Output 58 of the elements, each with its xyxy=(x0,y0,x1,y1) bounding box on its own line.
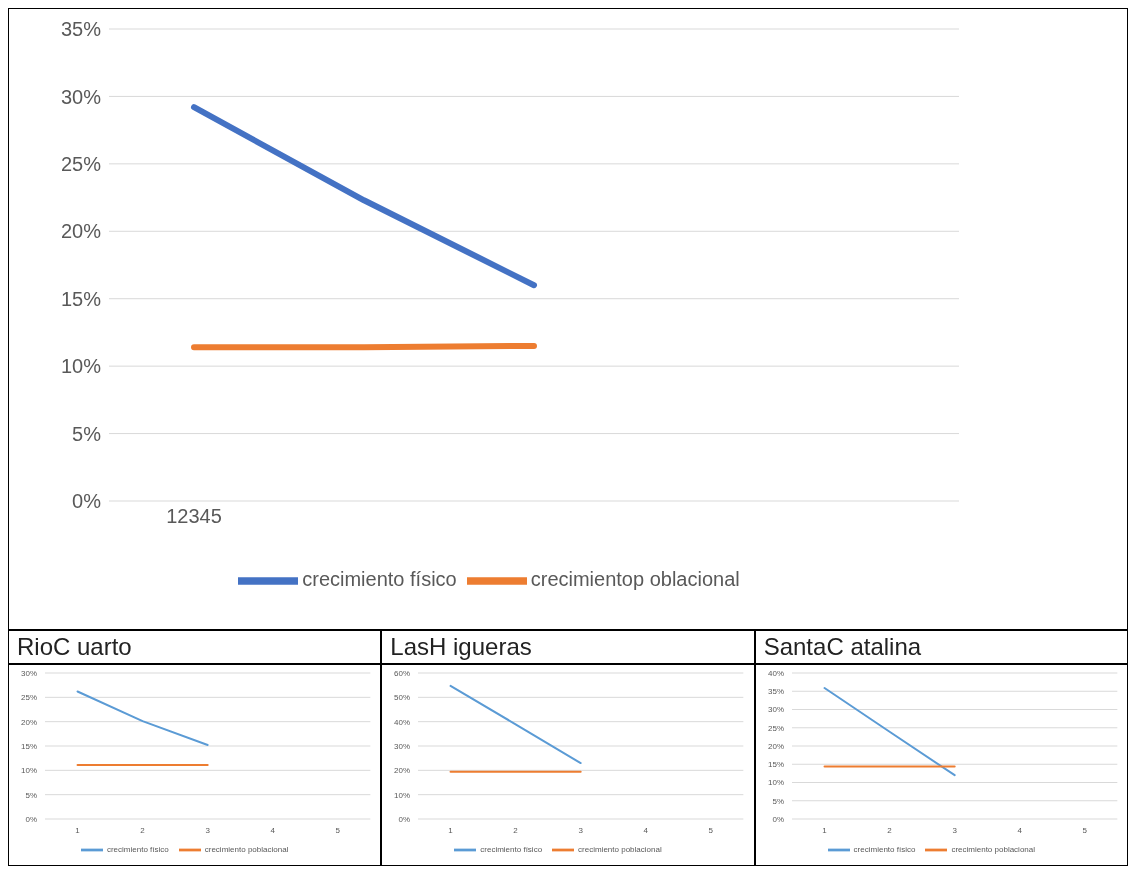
y-tick-label: 10% xyxy=(767,778,784,788)
legend-label: crecimientop oblacional xyxy=(530,568,740,591)
chart-title: RioC uarto xyxy=(9,631,381,665)
y-tick-label: 40% xyxy=(767,668,784,678)
x-tick-label: 4 xyxy=(643,825,649,835)
x-tick-label: 2 xyxy=(887,825,893,835)
y-tick-label: 0% xyxy=(25,814,37,824)
x-tick-label: 4 xyxy=(270,825,276,835)
legend-label: crecimiento poblacional xyxy=(578,845,662,855)
y-tick-label: 0% xyxy=(398,814,411,824)
x-tick-label: 2 xyxy=(513,825,519,835)
y-tick-label: 20% xyxy=(60,220,102,243)
y-tick-label: 30% xyxy=(21,668,37,678)
chart-title: SantaC atalina xyxy=(755,631,1127,665)
y-tick-label: 10% xyxy=(60,355,102,378)
legend-label: crecimiento físico xyxy=(106,845,169,855)
x-tick-label: 4 xyxy=(1017,825,1023,835)
y-tick-label: 5% xyxy=(772,796,784,806)
x-tick-label: 5 xyxy=(708,825,714,835)
y-tick-label: 25% xyxy=(21,693,37,703)
y-tick-label: 10% xyxy=(394,790,411,800)
y-tick-label: 20% xyxy=(21,717,37,727)
y-tick-label: 20% xyxy=(767,741,784,751)
x-tick-label: 3 xyxy=(578,825,584,835)
y-tick-label: 15% xyxy=(21,741,37,751)
y-tick-label: 30% xyxy=(394,741,411,751)
y-tick-label: 10% xyxy=(21,766,37,776)
x-tick-label: 3 xyxy=(205,825,211,835)
y-tick-label: 0% xyxy=(72,490,102,513)
y-tick-label: 5% xyxy=(25,790,37,800)
y-tick-label: 20% xyxy=(394,766,411,776)
y-tick-label: 40% xyxy=(394,717,411,727)
legend-label: crecimiento poblacional xyxy=(204,845,289,855)
x-tick-label: 5 xyxy=(335,825,341,835)
y-tick-label: 50% xyxy=(394,693,411,703)
legend-label: crecimiento físico xyxy=(853,845,916,855)
y-tick-label: 15% xyxy=(767,760,784,770)
y-tick-label: 5% xyxy=(72,422,102,445)
x-tick-label: 2 xyxy=(140,825,146,835)
y-tick-label: 25% xyxy=(767,723,784,733)
legend-label: crecimiento físico xyxy=(480,845,543,855)
x-tick-label: 12345 xyxy=(166,505,222,528)
y-tick-label: 30% xyxy=(60,85,102,108)
legend-label: crecimiento poblacional xyxy=(951,845,1036,855)
y-tick-label: 35% xyxy=(767,687,784,697)
y-tick-label: 0% xyxy=(772,814,784,824)
x-tick-label: 1 xyxy=(821,825,827,835)
x-tick-label: 1 xyxy=(75,825,81,835)
y-tick-label: 15% xyxy=(60,287,102,310)
y-tick-label: 30% xyxy=(767,705,784,715)
x-tick-label: 3 xyxy=(952,825,958,835)
chart-title: LasH igueras xyxy=(382,631,754,665)
x-tick-label: 5 xyxy=(1082,825,1088,835)
y-tick-label: 60% xyxy=(394,668,411,678)
legend-label: crecimiento físico xyxy=(302,568,457,591)
y-tick-label: 35% xyxy=(60,18,102,41)
x-tick-label: 1 xyxy=(448,825,454,835)
y-tick-label: 25% xyxy=(60,152,102,175)
